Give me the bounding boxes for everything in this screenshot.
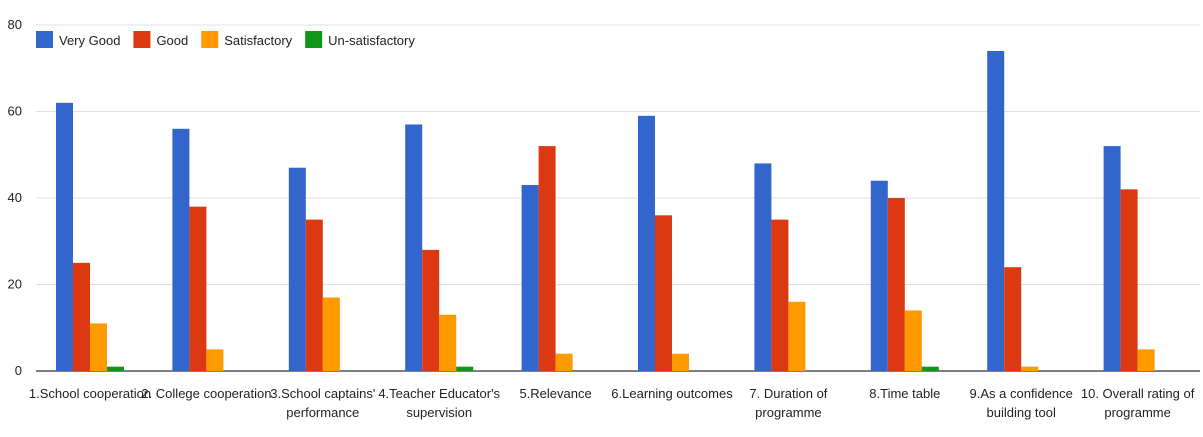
bar-good [655, 215, 672, 371]
legend-swatch [305, 31, 323, 48]
bar-very-good [405, 124, 423, 371]
bar-very-good [754, 163, 772, 371]
x-category-label: 2. College cooperation [141, 386, 271, 401]
y-tick-label: 40 [8, 190, 22, 205]
bar-good [1120, 189, 1138, 371]
bar-good [189, 206, 207, 371]
bar-good [1004, 267, 1022, 371]
x-category-label: 4.Teacher Educator's supervision [378, 386, 500, 420]
legend-label: Satisfactory [224, 33, 292, 48]
y-axis-ticks: 0 20 40 60 80 [8, 17, 22, 378]
bar-un-satisfactory [456, 366, 474, 371]
bar-good [887, 198, 905, 371]
x-category-label: 3.School captains' performance [270, 386, 375, 420]
x-category-label: 8.Time table [869, 386, 940, 401]
bar-satisfactory [788, 301, 806, 371]
bar-satisfactory [672, 353, 689, 371]
bar-good [422, 249, 440, 371]
x-category-label: 10. Overall rating of programme [1081, 386, 1195, 420]
bar-very-good [56, 102, 73, 371]
bar-very-good [521, 185, 539, 371]
bar-satisfactory [206, 349, 224, 371]
x-category-label: 1.School cooperation [29, 386, 151, 401]
bar-very-good [987, 50, 1005, 371]
bar-satisfactory [1137, 349, 1155, 371]
y-tick-label: 0 [15, 363, 22, 378]
bar-good [771, 219, 789, 371]
bars [56, 50, 1155, 371]
legend-label: Un-satisfactory [328, 33, 415, 48]
legend-swatch [201, 31, 219, 48]
legend: Very Good Good Satisfactory Un-satisfactory [36, 31, 415, 48]
y-tick-label: 80 [8, 17, 22, 32]
bar-very-good [288, 167, 306, 371]
x-category-label: 7. Duration of programme [749, 386, 827, 420]
bar-satisfactory [90, 323, 107, 371]
bar-very-good [638, 115, 655, 371]
legend-label: Good [156, 33, 188, 48]
bar-satisfactory [1021, 366, 1039, 371]
bar-very-good [1103, 146, 1121, 371]
bar-un-satisfactory [921, 366, 939, 371]
bar-satisfactory [322, 297, 340, 371]
bar-good [305, 219, 323, 371]
bar-good [73, 262, 90, 371]
bar-very-good [172, 128, 190, 371]
y-tick-label: 20 [8, 277, 22, 292]
y-tick-label: 60 [8, 104, 22, 119]
legend-label: Very Good [59, 33, 120, 48]
x-category-label: 9.As a confidence building tool [970, 386, 1073, 420]
legend-swatch [133, 31, 151, 48]
bar-satisfactory [555, 353, 573, 371]
bar-un-satisfactory [107, 366, 124, 371]
bar-satisfactory [904, 310, 922, 371]
x-category-label: 6.Learning outcomes [611, 386, 733, 401]
bar-satisfactory [439, 314, 457, 371]
bar-good [538, 146, 556, 371]
x-category-label: 5.Relevance [519, 386, 591, 401]
bar-very-good [870, 180, 888, 371]
gridlines [36, 24, 1200, 372]
legend-swatch [36, 31, 53, 48]
